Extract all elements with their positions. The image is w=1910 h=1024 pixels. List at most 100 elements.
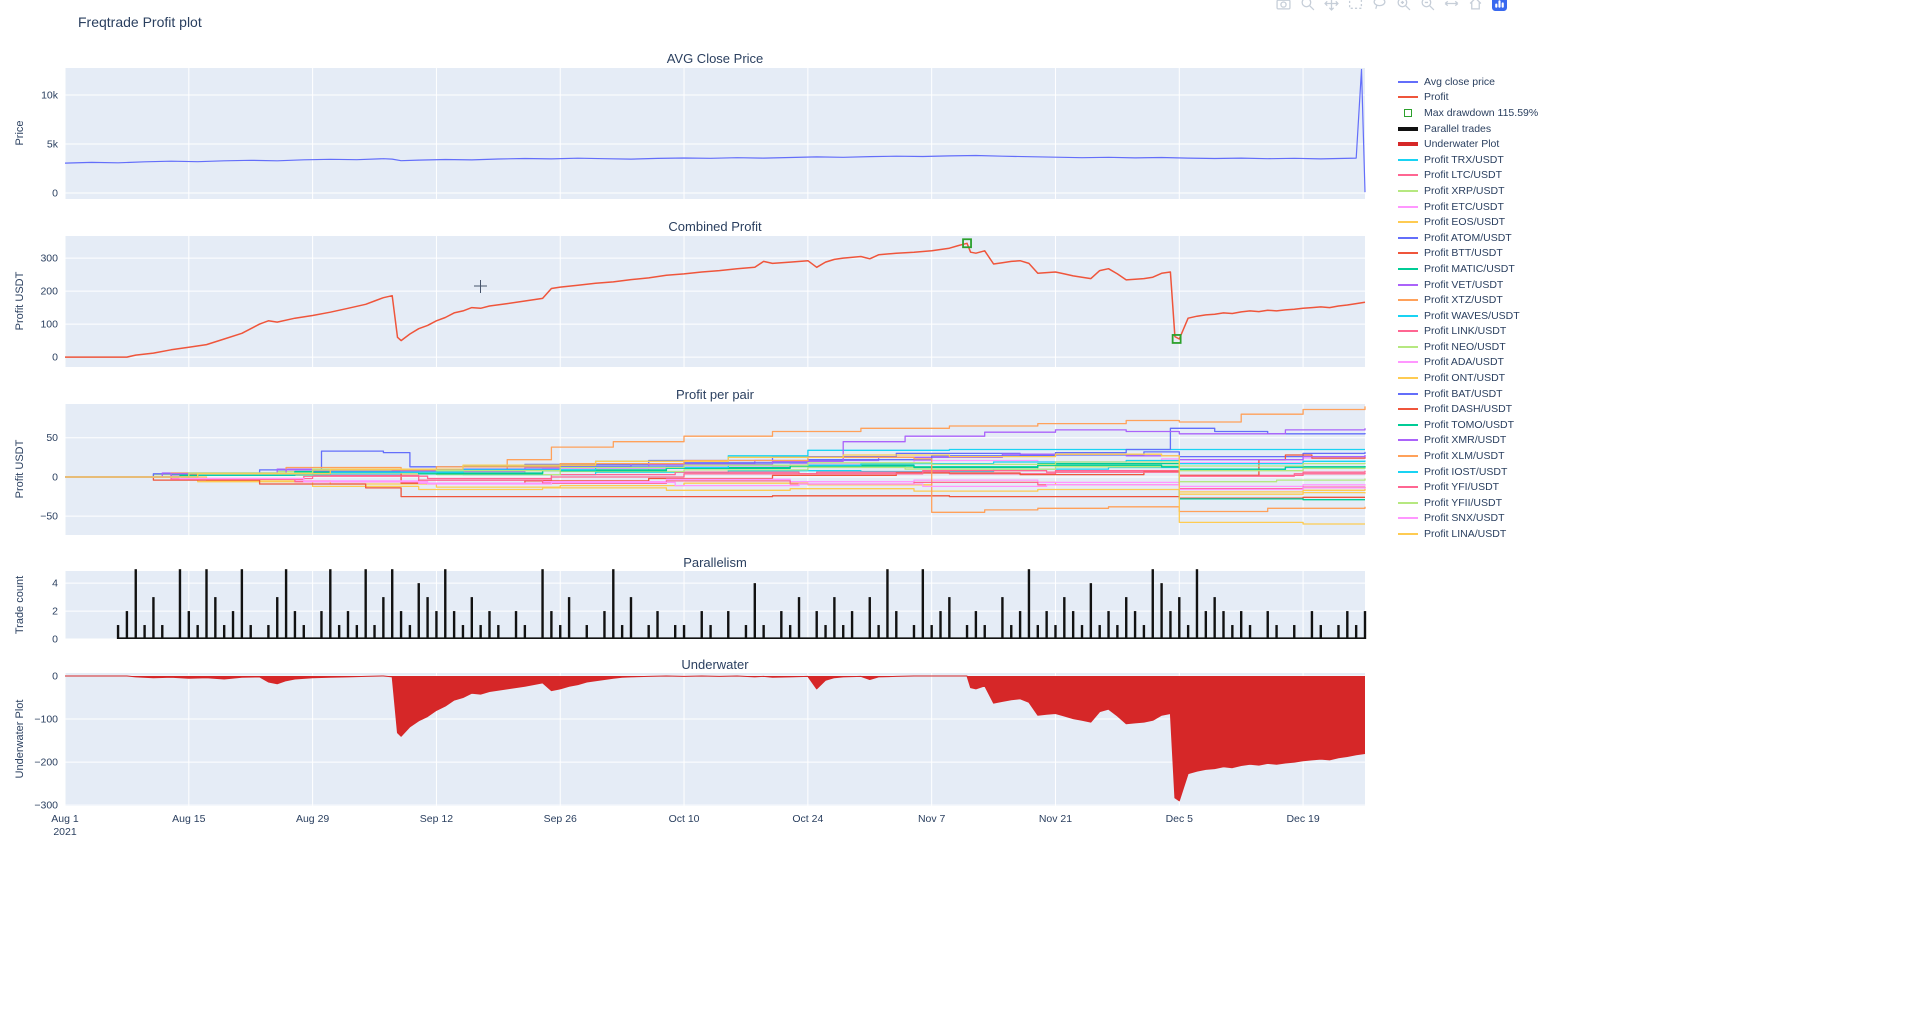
autoscale-icon[interactable] (1444, 0, 1459, 11)
page-title: Freqtrade Profit plot (78, 14, 202, 30)
parallel-trades-bar (1213, 597, 1216, 639)
legend-item-profit-btt-usdt[interactable]: Profit BTT/USDT (1398, 246, 1538, 262)
legend-item-profit-atom-usdt[interactable]: Profit ATOM/USDT (1398, 230, 1538, 246)
parallel-trades-bar (1231, 625, 1234, 639)
legend-item-label: Profit TRX/USDT (1424, 153, 1504, 166)
parallel-trades-bar (559, 625, 562, 639)
parallel-trades-bar (196, 625, 199, 639)
legend-item-profit[interactable]: Profit (1398, 90, 1538, 106)
camera-icon[interactable] (1276, 0, 1291, 11)
legend-item-profit-matic-usdt[interactable]: Profit MATIC/USDT (1398, 261, 1538, 277)
legend-item-profit-ont-usdt[interactable]: Profit ONT/USDT (1398, 370, 1538, 386)
subplot-3-plot-area[interactable] (65, 571, 1365, 639)
legend-item-underwater-plot[interactable]: Underwater Plot (1398, 136, 1538, 152)
zoom-icon[interactable] (1300, 0, 1315, 11)
parallel-trades-bar (585, 625, 588, 639)
parallel-trades-bar (1133, 611, 1137, 639)
y-axis-title-underwater-plot: Underwater Plot (14, 699, 26, 779)
legend-item-avg-close-price[interactable]: Avg close price (1398, 74, 1538, 90)
x-tick-label: Aug 1 (51, 813, 79, 825)
legend-item-profit-neo-usdt[interactable]: Profit NEO/USDT (1398, 339, 1538, 355)
parallel-trades-bar (293, 611, 297, 639)
y-tick-label: 5k (47, 139, 59, 151)
parallel-trades-bar (408, 625, 412, 639)
subplot-1-plot-area[interactable] (65, 236, 1365, 367)
legend-line-swatch (1398, 373, 1418, 383)
legend: Avg close price Profit Max drawdown 115.59… (1398, 74, 1538, 542)
y-tick-label: 300 (40, 253, 58, 265)
parallel-trades-bar (620, 625, 624, 639)
max-drawdown-marker (962, 238, 972, 249)
parallel-trades-bar (895, 611, 898, 639)
legend-item-profit-bat-usdt[interactable]: Profit BAT/USDT (1398, 386, 1538, 402)
parallel-trades-bar (479, 625, 482, 639)
legend-item-profit-waves-usdt[interactable]: Profit WAVES/USDT (1398, 308, 1538, 324)
y-tick-label: 0 (52, 471, 58, 483)
legend-item-profit-trx-usdt[interactable]: Profit TRX/USDT (1398, 152, 1538, 168)
legend-item-profit-ltc-usdt[interactable]: Profit LTC/USDT (1398, 168, 1538, 184)
legend-item-max-drawdown-115-59[interactable]: Max drawdown 115.59% (1398, 105, 1538, 121)
parallel-trades-bar (850, 611, 854, 639)
parallel-trades-bar (1080, 625, 1084, 639)
pan-icon[interactable] (1324, 0, 1339, 11)
legend-item-profit-snx-usdt[interactable]: Profit SNX/USDT (1398, 511, 1538, 527)
legend-item-profit-xtz-usdt[interactable]: Profit XTZ/USDT (1398, 292, 1538, 308)
x-tick-label: Oct 24 (792, 813, 823, 825)
legend-item-profit-tomo-usdt[interactable]: Profit TOMO/USDT (1398, 417, 1538, 433)
box-select-icon[interactable] (1348, 0, 1363, 11)
reset-axes-icon[interactable] (1468, 0, 1483, 11)
series-profit-eos-usdt (65, 476, 1366, 493)
legend-item-label: Profit XMR/USDT (1424, 434, 1507, 447)
parallel-trades-bar (1266, 611, 1269, 639)
legend-line-swatch (1398, 155, 1418, 165)
parallel-trades-bar (1027, 569, 1031, 639)
legend-line-swatch (1398, 498, 1418, 508)
legend-item-label: Profit YFI/USDT (1424, 481, 1500, 494)
x-tick-label: Nov 21 (1039, 813, 1072, 825)
y-tick-label: 0 (52, 671, 58, 683)
subplot-title-parallelism: Parallelism (683, 555, 747, 570)
legend-item-profit-dash-usdt[interactable]: Profit DASH/USDT (1398, 401, 1538, 417)
parallel-trades-bar (187, 611, 191, 639)
legend-item-profit-ada-usdt[interactable]: Profit ADA/USDT (1398, 355, 1538, 371)
parallel-trades-bar (1354, 625, 1358, 639)
parallel-trades-bar (682, 625, 686, 639)
legend-item-profit-eos-usdt[interactable]: Profit EOS/USDT (1398, 214, 1538, 230)
lasso-icon[interactable] (1372, 0, 1387, 11)
legend-item-profit-etc-usdt[interactable]: Profit ETC/USDT (1398, 199, 1538, 215)
legend-item-profit-lina-usdt[interactable]: Profit LINA/USDT (1398, 526, 1538, 542)
legend-item-profit-iost-usdt[interactable]: Profit IOST/USDT (1398, 464, 1538, 480)
legend-line-swatch (1398, 264, 1418, 274)
parallel-trades-bar (612, 569, 615, 639)
parallel-trades-bar (912, 625, 916, 639)
parallel-trades-bar (461, 625, 465, 639)
legend-item-label: Profit DASH/USDT (1424, 403, 1513, 416)
legend-item-label: Avg close price (1424, 75, 1496, 88)
legend-item-label: Parallel trades (1424, 122, 1492, 135)
parallel-trades-bar (1010, 625, 1013, 639)
parallel-trades-bar (842, 625, 845, 639)
legend-line-swatch (1398, 92, 1418, 102)
zoom-out-icon[interactable] (1420, 0, 1435, 11)
legend-item-profit-yfi-usdt[interactable]: Profit YFI/USDT (1398, 479, 1538, 495)
legend-item-profit-vet-usdt[interactable]: Profit VET/USDT (1398, 277, 1538, 293)
legend-item-parallel-trades[interactable]: Parallel trades (1398, 121, 1538, 137)
y-tick-label: 0 (52, 188, 58, 200)
legend-item-profit-link-usdt[interactable]: Profit LINK/USDT (1398, 324, 1538, 340)
legend-item-profit-yfii-usdt[interactable]: Profit YFII/USDT (1398, 495, 1538, 511)
parallel-trades-bar (647, 625, 650, 639)
parallel-trades-bar (214, 597, 217, 639)
parallel-trades-bar (523, 625, 527, 639)
legend-line-swatch (1398, 435, 1418, 445)
parallel-trades-bar (1018, 611, 1022, 639)
legend-line-swatch (1398, 139, 1418, 149)
parallel-trades-bar (435, 611, 438, 639)
legend-item-profit-xlm-usdt[interactable]: Profit XLM/USDT (1398, 448, 1538, 464)
zoom-in-icon[interactable] (1396, 0, 1411, 11)
legend-item-profit-xmr-usdt[interactable]: Profit XMR/USDT (1398, 433, 1538, 449)
subplot-0-plot-area[interactable] (65, 68, 1365, 199)
legend-item-profit-xrp-usdt[interactable]: Profit XRP/USDT (1398, 183, 1538, 199)
parallel-trades-bar (921, 569, 925, 639)
plotly-logo[interactable] (1492, 0, 1507, 11)
